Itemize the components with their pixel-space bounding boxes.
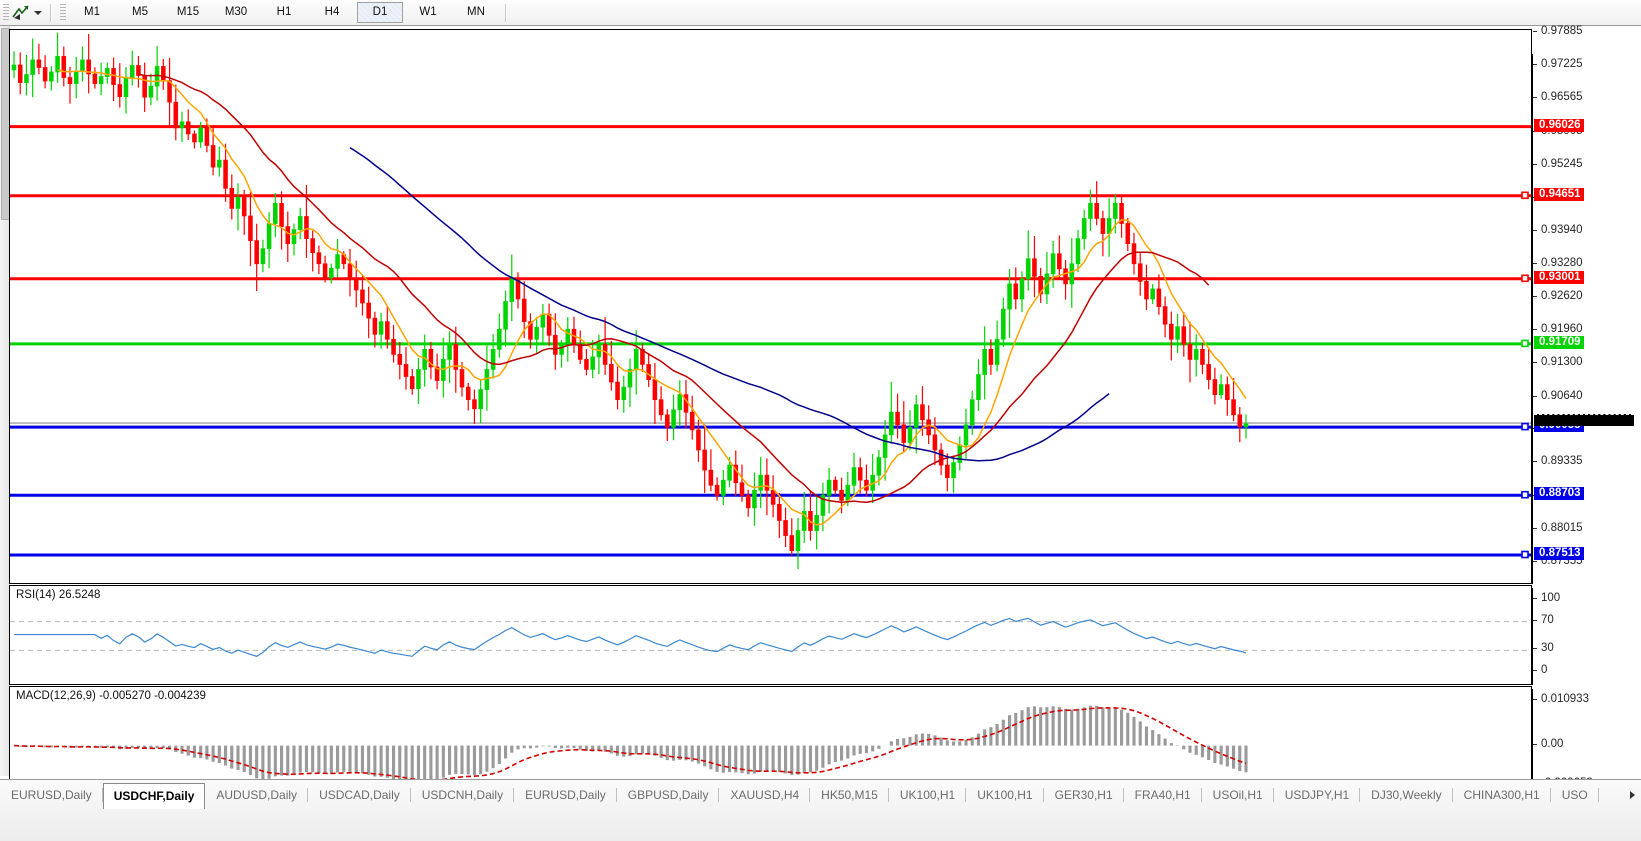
price-plot xyxy=(10,30,1531,583)
timeframe-m1[interactable]: M1 xyxy=(84,6,100,18)
macd-pane[interactable]: MACD(12,26,9) -0.005270 -0.004239 xyxy=(9,686,1532,790)
chart-tab-xauusd-h4[interactable]: XAUUSD,H4 xyxy=(719,783,810,807)
timeframe-m5[interactable]: M5 xyxy=(132,6,148,18)
tick-mark xyxy=(1533,598,1537,599)
tick-mark xyxy=(1533,561,1537,562)
rsi-label: RSI(14) 26.5248 xyxy=(16,589,101,601)
timeframe-mn[interactable]: MN xyxy=(467,6,485,18)
rsi-tick-label: 0 xyxy=(1541,664,1548,676)
price-tick-label: 0.89335 xyxy=(1541,455,1583,468)
price-tick-label: 0.91300 xyxy=(1541,356,1583,369)
chart-tab-uso[interactable]: USO xyxy=(1551,783,1599,807)
tick-mark xyxy=(1533,163,1537,165)
tick-mark xyxy=(1533,395,1537,397)
chart-tab-usdchf-daily[interactable]: USDCHF,Daily xyxy=(102,783,206,809)
price-level-tag[interactable]: 0.88703 xyxy=(1534,487,1584,501)
price-tick-label: 0.93940 xyxy=(1541,223,1583,236)
macd-tick-label: 0.010933 xyxy=(1541,693,1589,705)
price-tick-label: 0.95245 xyxy=(1541,157,1583,170)
price-tick-label: 0.97885 xyxy=(1541,25,1583,37)
tick-mark xyxy=(1533,296,1537,297)
chart-tab-eurusd-daily[interactable]: EURUSD,Daily xyxy=(514,783,617,807)
price-level-tag[interactable]: 0.94651 xyxy=(1534,187,1584,201)
timeframe-grip[interactable] xyxy=(60,4,66,21)
price-tick-label: 0.97225 xyxy=(1541,58,1583,71)
price-tick-label: 0.96565 xyxy=(1541,91,1583,104)
chart-tabs: EURUSD,Daily USDCHF,Daily AUDUSD,Daily USDC… xyxy=(0,783,1623,809)
tick-mark xyxy=(1533,699,1537,700)
chart-tab-china300-h1[interactable]: CHINA300,H1 xyxy=(1453,783,1551,807)
chart-tab-eurusd-daily[interactable]: EURUSD,Daily xyxy=(0,783,103,807)
price-chart-svg xyxy=(10,32,1531,570)
timeframe-m15[interactable]: M15 xyxy=(176,6,200,18)
chart-tab-usdcnh-daily[interactable]: USDCNH,Daily xyxy=(411,783,515,807)
timeframe-h4[interactable]: H4 xyxy=(324,6,340,18)
price-scale[interactable]: 0.978850.972250.965650.959050.952450.945… xyxy=(1532,25,1641,584)
rsi-tick-label: 100 xyxy=(1541,592,1561,604)
chevron-down-icon[interactable] xyxy=(31,4,45,22)
timeframe-d1[interactable]: D1 xyxy=(357,2,403,23)
timeframe-h1[interactable]: H1 xyxy=(276,6,292,18)
timeframe-toolbar: M1 M5 M15 M30 H1 H4 D1 W1 MN xyxy=(0,0,1641,26)
rsi-scale[interactable]: 100 70 30 0 xyxy=(1532,588,1641,685)
price-level-tag[interactable]: 0.96026 xyxy=(1534,118,1584,132)
macd-plot xyxy=(10,687,1531,789)
price-tick-label: 0.88015 xyxy=(1541,521,1583,534)
toolbar-separator xyxy=(50,3,52,22)
rsi-tick-label: 30 xyxy=(1541,642,1554,655)
chart-arrow-icon[interactable] xyxy=(11,4,31,22)
tick-mark xyxy=(1533,648,1537,650)
chart-tab-usdcad-daily[interactable]: USDCAD,Daily xyxy=(308,783,411,807)
macd-chart-svg xyxy=(13,705,1248,784)
bid-price-tag xyxy=(1534,414,1634,427)
chart-tab-ger30-h1[interactable]: GER30,H1 xyxy=(1044,783,1124,807)
tick-mark xyxy=(1533,743,1537,745)
tick-mark xyxy=(1533,362,1537,364)
tick-mark xyxy=(1533,329,1537,331)
price-pane[interactable] xyxy=(9,29,1532,584)
timeframe-m30[interactable]: M30 xyxy=(224,6,248,18)
toolbar-grip[interactable] xyxy=(3,4,9,21)
tab-scroll-right-icon[interactable] xyxy=(1623,783,1641,807)
rsi-tick-label: 70 xyxy=(1541,613,1554,626)
chart-window: USDCHF,Daily0.90043 0.90130 0.90001 0.90… xyxy=(0,25,1641,803)
toolbar-separator-end xyxy=(505,3,507,22)
chart-tab-usoil-h1[interactable]: USOil,H1 xyxy=(1202,783,1274,807)
macd-tick-label: 0.00 xyxy=(1541,737,1564,750)
chart-tab-fra40-h1[interactable]: FRA40,H1 xyxy=(1124,783,1202,807)
tick-mark xyxy=(1533,64,1537,66)
tick-mark xyxy=(1533,229,1537,231)
chart-tab-dj30-weekly[interactable]: DJ30,Weekly xyxy=(1360,783,1454,807)
price-tick-label: 0.91960 xyxy=(1541,323,1583,336)
chart-tab-uk100-h1[interactable]: UK100,H1 xyxy=(889,783,967,807)
price-level-tag[interactable]: 0.93001 xyxy=(1534,270,1584,284)
chart-tab-hk50-m15[interactable]: HK50,M15 xyxy=(810,783,889,807)
macd-label: MACD(12,26,9) -0.005270 -0.004239 xyxy=(16,690,206,702)
chart-tab-audusd-daily[interactable]: AUDUSD,Daily xyxy=(205,783,308,807)
tick-mark xyxy=(1533,97,1537,99)
tick-mark xyxy=(1533,527,1537,529)
price-tick-label: 0.90640 xyxy=(1541,389,1583,402)
tick-mark xyxy=(1533,461,1537,463)
chart-tab-gbpusd-daily[interactable]: GBPUSD,Daily xyxy=(617,783,720,807)
price-tick-label: 0.87355 xyxy=(1541,555,1583,567)
rsi-chart-svg xyxy=(10,617,1531,657)
price-level-tag[interactable]: 0.91709 xyxy=(1534,335,1584,349)
tick-mark xyxy=(1533,670,1537,671)
rsi-plot xyxy=(10,586,1531,684)
rsi-pane[interactable]: RSI(14) 26.5248 xyxy=(9,585,1532,685)
tick-mark xyxy=(1533,619,1537,621)
tick-mark xyxy=(1533,262,1537,264)
price-tick-label: 0.92620 xyxy=(1541,290,1583,302)
tick-mark xyxy=(1533,31,1537,32)
chart-tab-strip: EURUSD,Daily USDCHF,Daily AUDUSD,Daily USDC… xyxy=(0,779,1641,841)
chart-tab-usdjpy-h1[interactable]: USDJPY,H1 xyxy=(1274,783,1361,807)
price-level-tag[interactable]: 0.87513 xyxy=(1534,547,1584,560)
timeframe-w1[interactable]: W1 xyxy=(419,6,437,18)
chart-tab-uk100-h1[interactable]: UK100,H1 xyxy=(966,783,1044,807)
price-tick-label: 0.93280 xyxy=(1541,256,1583,269)
